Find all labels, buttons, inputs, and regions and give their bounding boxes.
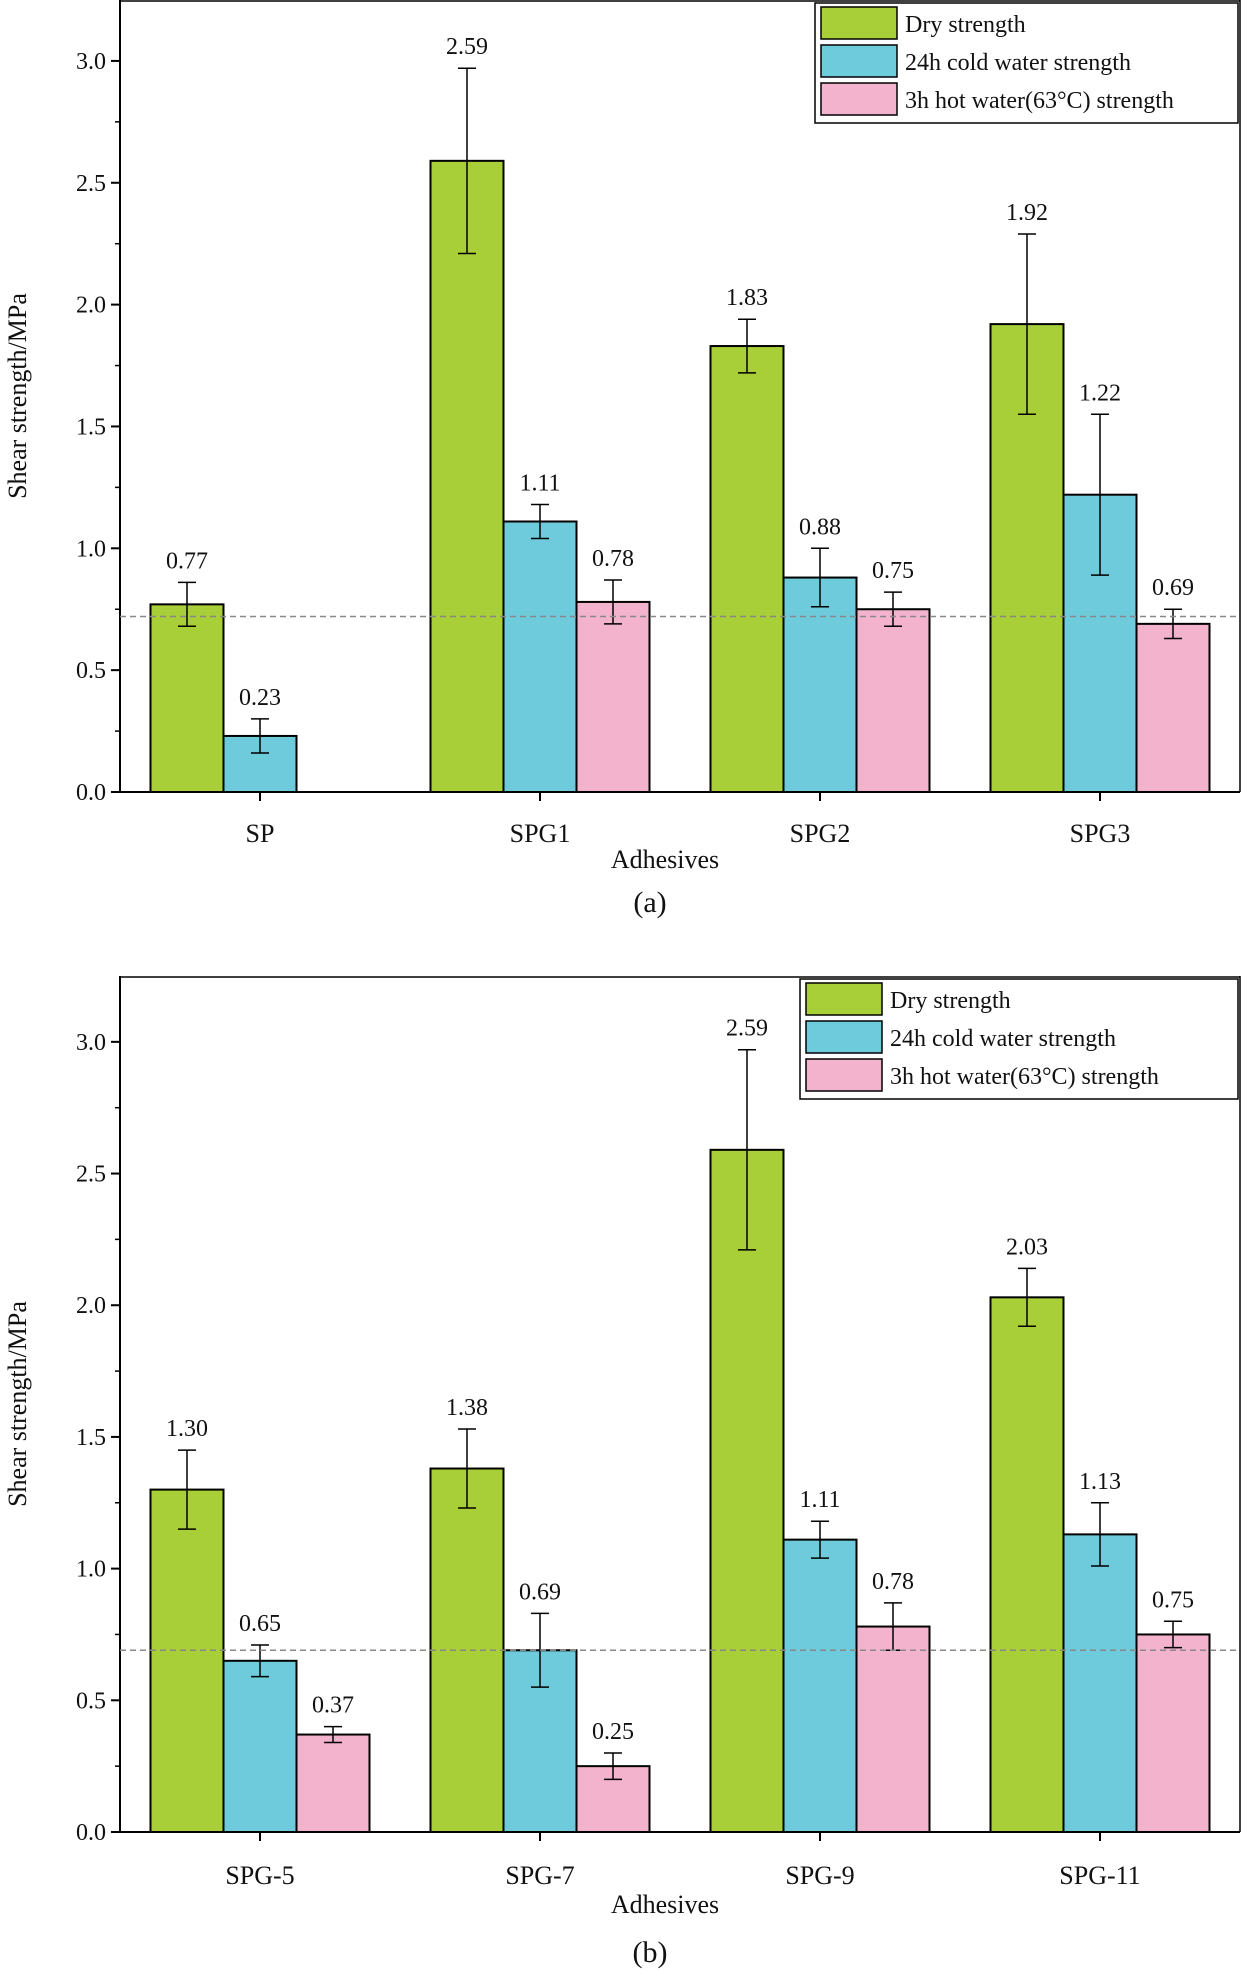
bar <box>709 1148 785 1833</box>
bar <box>782 576 858 794</box>
data-label: 0.78 <box>592 546 634 572</box>
legend-swatch <box>805 982 883 1016</box>
bar <box>1135 622 1211 793</box>
y-tick-label: 2.0 <box>76 1293 106 1319</box>
legend-label: Dry strength <box>890 988 1011 1014</box>
y-tick-label: 0.0 <box>76 1820 106 1846</box>
chart-panel-2: 0.0 0.5 1.0 1.5 2.0 2.5 3.0 Shear strength/MPa S… <box>3 976 1241 1969</box>
y-tick-label: 0.5 <box>76 1688 106 1714</box>
legend-swatch <box>820 6 898 40</box>
bar <box>502 520 578 793</box>
legend-swatch <box>820 44 898 78</box>
data-label: 1.30 <box>166 1416 208 1442</box>
x-tick-label: SPG-9 <box>785 1861 854 1890</box>
data-label: 2.59 <box>446 34 488 60</box>
x-tick-label: SP <box>246 819 275 848</box>
legend-swatch <box>805 1020 883 1054</box>
y-tick-label: 1.5 <box>76 414 106 440</box>
y-tick-label: 1.5 <box>76 1425 106 1451</box>
data-label: 0.75 <box>872 558 914 584</box>
bar <box>989 1296 1065 1833</box>
x-axis-label: Adhesives <box>611 845 719 874</box>
data-label: 1.13 <box>1079 1469 1121 1495</box>
chart-panel-1: 0.0 0.5 1.0 1.5 2.0 2.5 3.0 Shear strength/MPa S… <box>3 0 1241 919</box>
y-tick-label: 0.5 <box>76 658 106 684</box>
data-label: 0.77 <box>166 548 208 574</box>
data-label: 1.83 <box>726 285 768 311</box>
bar <box>709 345 785 793</box>
legend: Dry strength 24h cold water strength 3h ho… <box>814 2 1239 124</box>
data-label: 1.92 <box>1006 200 1048 226</box>
data-label: 0.69 <box>1152 575 1194 601</box>
panel-caption: (b) <box>633 1936 668 1969</box>
x-tick-label: SPG-7 <box>505 1861 574 1890</box>
data-label: 0.78 <box>872 1569 914 1595</box>
data-label: 0.88 <box>799 514 841 540</box>
y-tick-label: 2.5 <box>76 1162 106 1188</box>
x-axis-label: Adhesives <box>611 1890 719 1919</box>
bar <box>149 603 225 794</box>
legend-label: 24h cold water strength <box>905 50 1131 76</box>
y-tick-label: 3.0 <box>76 49 106 75</box>
data-label: 0.23 <box>239 685 281 711</box>
y-tick-label: 0.0 <box>76 780 106 806</box>
legend-swatch <box>805 1058 883 1092</box>
x-tick-label: SPG3 <box>1070 819 1131 848</box>
x-tick-label: SPG-5 <box>225 1861 294 1890</box>
bar <box>855 1625 931 1834</box>
y-tick-label: 2.0 <box>76 293 106 319</box>
bar <box>222 1659 298 1834</box>
y-tick-label: 1.0 <box>76 536 106 562</box>
legend-label: 3h hot water(63°C) strength <box>890 1064 1159 1090</box>
y-tick-label: 3.0 <box>76 1030 106 1056</box>
data-label: 1.11 <box>519 470 560 496</box>
panel-caption: (a) <box>633 886 666 919</box>
legend: Dry strength 24h cold water strength 3h ho… <box>799 978 1239 1100</box>
data-label: 1.38 <box>446 1395 488 1421</box>
data-label: 2.03 <box>1006 1234 1048 1260</box>
legend-label: Dry strength <box>905 12 1026 38</box>
x-tick-label: SPG1 <box>510 819 571 848</box>
data-label: 1.22 <box>1079 380 1121 406</box>
bar <box>855 608 931 793</box>
bar <box>575 600 651 793</box>
legend-label: 3h hot water(63°C) strength <box>905 88 1174 114</box>
x-tick-label: SPG-11 <box>1059 1861 1140 1890</box>
data-label: 1.11 <box>799 1487 840 1513</box>
legend-label: 24h cold water strength <box>890 1026 1116 1052</box>
data-label: 0.65 <box>239 1611 281 1637</box>
y-axis-label: Shear strength/MPa <box>3 293 32 499</box>
data-label: 0.25 <box>592 1719 634 1745</box>
bar <box>295 1733 371 1834</box>
data-label: 2.59 <box>726 1016 768 1042</box>
data-label: 0.37 <box>312 1693 354 1719</box>
bar <box>1135 1633 1211 1834</box>
bar <box>1062 1533 1138 1833</box>
bar <box>782 1538 858 1833</box>
y-tick-label: 2.5 <box>76 171 106 197</box>
legend-swatch <box>820 82 898 116</box>
y-axis-label: Shear strength/MPa <box>3 1301 32 1507</box>
bar <box>429 159 505 794</box>
x-tick-label: SPG2 <box>790 819 851 848</box>
data-label: 0.75 <box>1152 1587 1194 1613</box>
data-label: 0.69 <box>519 1579 561 1605</box>
y-tick-label: 1.0 <box>76 1557 106 1583</box>
bar <box>149 1488 225 1833</box>
